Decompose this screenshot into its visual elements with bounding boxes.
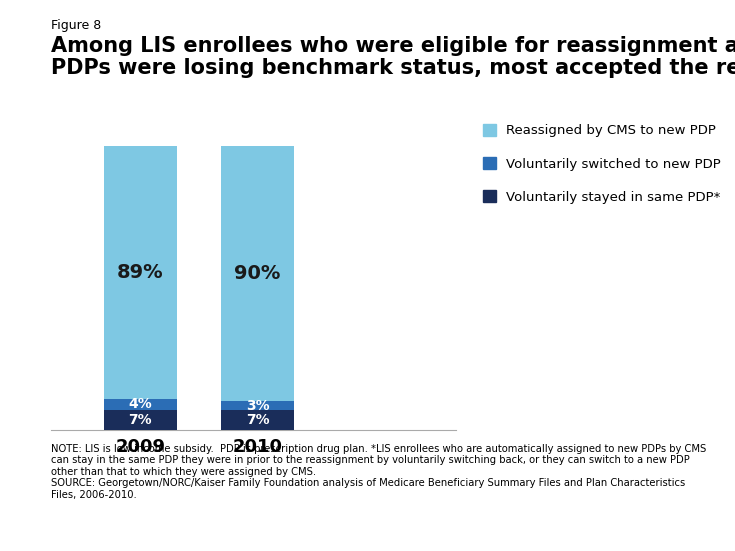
Text: Figure 8: Figure 8 xyxy=(51,19,101,33)
Legend: Reassigned by CMS to new PDP, Voluntarily switched to new PDP, Voluntarily staye: Reassigned by CMS to new PDP, Voluntaril… xyxy=(482,124,721,204)
Text: 4%: 4% xyxy=(129,397,152,411)
Bar xyxy=(221,410,294,430)
Text: 3%: 3% xyxy=(245,399,270,413)
Text: 7%: 7% xyxy=(245,413,270,427)
Text: PDPs were losing benchmark status, most accepted the reassignment: PDPs were losing benchmark status, most … xyxy=(51,58,735,78)
Text: 7%: 7% xyxy=(129,413,152,427)
Bar xyxy=(104,147,177,398)
Bar xyxy=(221,147,294,402)
Bar xyxy=(104,398,177,410)
Bar xyxy=(221,402,294,410)
Text: 90%: 90% xyxy=(234,264,281,283)
Text: NOTE: LIS is low income subsidy.  PDP is prescription drug plan. *LIS enrollees : NOTE: LIS is low income subsidy. PDP is … xyxy=(51,444,706,500)
Text: Among LIS enrollees who were eligible for reassignment and whose: Among LIS enrollees who were eligible fo… xyxy=(51,36,735,56)
Text: 89%: 89% xyxy=(117,263,164,282)
Bar xyxy=(104,410,177,430)
